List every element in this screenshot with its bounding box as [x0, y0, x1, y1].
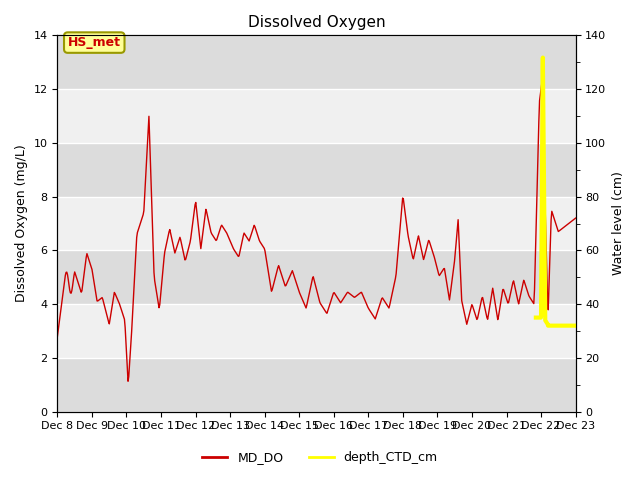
Bar [58, 143, 575, 197]
Text: HS_met: HS_met [68, 36, 121, 49]
Y-axis label: Dissolved Oxygen (mg/L): Dissolved Oxygen (mg/L) [15, 144, 28, 302]
Bar [58, 36, 575, 89]
Bar [58, 89, 575, 143]
Title: Dissolved Oxygen: Dissolved Oxygen [248, 15, 385, 30]
Bar [58, 304, 575, 358]
Bar [58, 251, 575, 304]
Y-axis label: Water level (cm): Water level (cm) [612, 171, 625, 276]
Legend: MD_DO, depth_CTD_cm: MD_DO, depth_CTD_cm [197, 446, 443, 469]
Bar [58, 197, 575, 251]
Bar [58, 358, 575, 412]
